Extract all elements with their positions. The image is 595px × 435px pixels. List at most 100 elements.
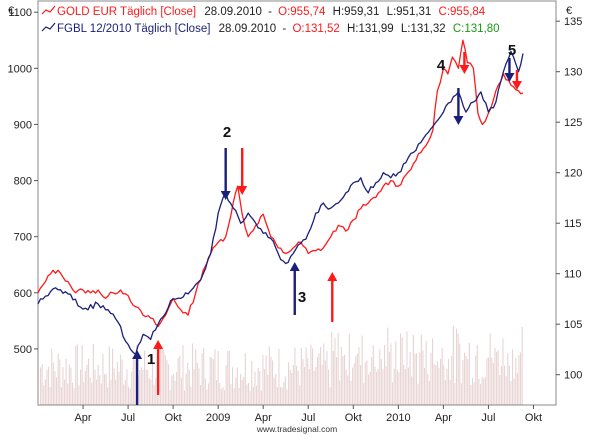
volume-bar: [188, 369, 190, 405]
volume-bar: [518, 354, 520, 405]
volume-bar: [456, 328, 458, 405]
volume-bar: [305, 347, 307, 405]
volume-bar: [334, 337, 336, 405]
x-tick-label: Jul: [481, 412, 495, 424]
volume-bar: [302, 359, 304, 405]
volume-bar: [465, 355, 467, 405]
volume-bar: [417, 383, 419, 405]
volume-bar: [300, 347, 302, 405]
annotation-arrow-head: [459, 65, 470, 74]
volume-bar: [211, 357, 213, 405]
volume-bar: [60, 387, 62, 405]
volume-bar: [100, 383, 102, 405]
volume-bar: [116, 362, 118, 405]
volume-bar: [507, 353, 509, 405]
x-tick-label: Jul: [301, 412, 315, 424]
volume-bar: [112, 348, 114, 405]
volume-bar: [401, 337, 403, 405]
volume-bar: [478, 378, 480, 405]
volume-bar: [481, 376, 483, 405]
volume-bar: [248, 383, 250, 405]
volume-bar: [324, 360, 326, 405]
volume-bar: [337, 332, 339, 405]
volume-bar: [264, 369, 266, 405]
annotation-arrow-head: [153, 340, 164, 349]
volume-bar: [363, 383, 365, 405]
volume-bar: [278, 348, 280, 405]
volume-bar: [115, 379, 117, 405]
volume-bar: [217, 351, 219, 405]
annotation-label: 4: [437, 57, 446, 74]
volume-bar: [236, 367, 238, 405]
x-tick-label: Okt: [345, 412, 362, 424]
volume-bar: [500, 365, 502, 405]
volume-bar: [342, 355, 344, 405]
left-tick-label: 600: [14, 288, 32, 300]
volume-bar: [510, 381, 512, 405]
volume-bar: [505, 376, 507, 405]
volume-bar: [515, 357, 517, 405]
volume-bar: [369, 371, 371, 405]
volume-bar: [44, 379, 46, 405]
annotation-label: 5: [508, 42, 516, 59]
volume-bar: [260, 390, 262, 405]
volume-bar: [203, 347, 205, 405]
volume-bar: [164, 355, 166, 405]
volume-bar: [480, 383, 482, 405]
volume-bar: [68, 364, 70, 405]
volume-bar: [276, 387, 278, 405]
volume-bar: [235, 377, 237, 405]
volume-bar: [416, 353, 418, 405]
legend-gold-open: O:955,74: [278, 6, 326, 18]
volume-bar: [204, 378, 206, 405]
volume-bar: [113, 368, 115, 405]
legend-fgbl-open: O:131,52: [292, 23, 339, 35]
svg-text:FGBL 12/2010 Täglich [Close]: FGBL 12/2010 Täglich [Close] 28.09.2010 …: [57, 23, 500, 35]
volume-bar: [152, 355, 154, 405]
volume-bar: [172, 373, 174, 405]
volume-bar: [225, 365, 227, 405]
left-tick-label: 800: [14, 176, 32, 188]
volume-bar: [208, 383, 210, 405]
volume-bar: [406, 331, 408, 405]
volume-bar: [108, 346, 110, 405]
volume-bar: [166, 360, 168, 405]
volume-bar: [472, 377, 474, 405]
volume-bar: [240, 373, 242, 405]
legend-fgbl-close: C:131,80: [453, 23, 500, 35]
volume-bar: [43, 385, 45, 405]
volume-bar: [449, 380, 451, 405]
volume-bar: [118, 371, 120, 405]
volume-bar: [326, 351, 328, 405]
volume-bar: [78, 385, 80, 405]
volume-bar: [294, 347, 296, 405]
left-tick-label: 700: [14, 232, 32, 244]
annotation-arrow-head: [289, 262, 300, 271]
volume-bar: [320, 347, 322, 405]
volume-bar: [435, 365, 437, 405]
volume-bar: [153, 384, 155, 405]
volume-bar: [86, 364, 88, 405]
volume-bar: [520, 352, 522, 405]
volume-bar: [195, 349, 197, 405]
volume-bar: [41, 364, 43, 405]
volume-bar: [414, 354, 416, 405]
annotation-label: 1: [147, 351, 155, 368]
volume-bar: [281, 387, 283, 405]
volume-bar: [251, 361, 253, 405]
legend-gold-swatch: [41, 5, 56, 15]
series-lines: [37, 39, 524, 356]
volume-bar: [304, 367, 306, 405]
volume-bar: [329, 387, 331, 405]
x-tick-label: Jul: [121, 412, 135, 424]
right-axis-unit: €: [566, 5, 572, 17]
volume-bar: [99, 375, 101, 405]
volume-bar: [224, 389, 226, 405]
volume-bar: [457, 333, 459, 405]
volume-bar: [238, 387, 240, 405]
volume-bar: [400, 333, 402, 405]
volume-bar: [499, 374, 501, 405]
legend-gold-sep: -: [268, 6, 272, 18]
